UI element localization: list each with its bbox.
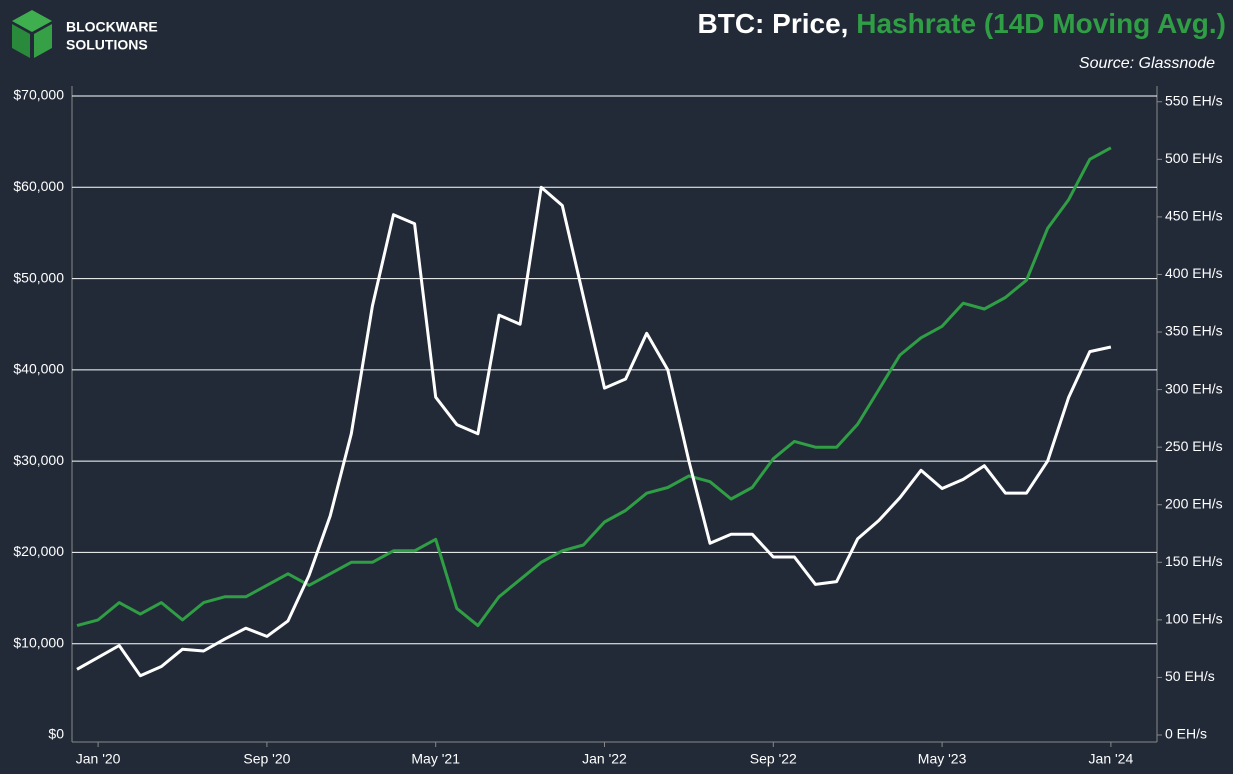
x-tick-label: Sep '20 xyxy=(243,751,290,767)
title-price: BTC: Price, xyxy=(698,8,849,39)
logo: BLOCKWARE SOLUTIONS xyxy=(12,10,158,58)
y2-tick-label: 100 EH/s xyxy=(1165,611,1223,627)
y2-tick-label: 550 EH/s xyxy=(1165,92,1223,108)
y-tick-label: $0 xyxy=(48,726,64,742)
series-line xyxy=(76,185,1112,678)
x-tick-label: Jan '24 xyxy=(1089,751,1134,767)
y-tick-label: $30,000 xyxy=(13,452,64,468)
series-line xyxy=(76,146,1112,628)
logo-cube-left xyxy=(12,24,30,58)
logo-cube-top xyxy=(12,10,52,32)
logo-text: SOLUTIONS xyxy=(66,37,148,53)
y2-tick-label: 200 EH/s xyxy=(1165,495,1223,511)
y2-tick-label: 500 EH/s xyxy=(1165,150,1223,166)
x-tick-label: May '21 xyxy=(411,751,460,767)
x-tick-label: May '23 xyxy=(918,751,967,767)
chart-title: BTC: Price, Hashrate (14D Moving Avg.) xyxy=(698,8,1227,39)
x-tick-label: Sep '22 xyxy=(750,751,797,767)
y2-tick-label: 50 EH/s xyxy=(1165,668,1215,684)
title-hashrate: Hashrate (14D Moving Avg.) xyxy=(856,8,1226,39)
y-tick-label: $60,000 xyxy=(13,178,64,194)
y2-tick-label: 300 EH/s xyxy=(1165,380,1223,396)
y2-tick-label: 0 EH/s xyxy=(1165,726,1207,742)
y-tick-label: $70,000 xyxy=(13,87,64,103)
x-tick-label: Jan '20 xyxy=(76,751,121,767)
y-tick-label: $20,000 xyxy=(13,543,64,559)
x-tick-label: Jan '22 xyxy=(582,751,627,767)
y2-tick-label: 350 EH/s xyxy=(1165,323,1223,339)
y2-tick-label: 450 EH/s xyxy=(1165,208,1223,224)
logo-cube-right xyxy=(34,24,52,58)
logo-text: BLOCKWARE xyxy=(66,19,158,35)
y2-tick-label: 250 EH/s xyxy=(1165,438,1223,454)
y2-tick-label: 150 EH/s xyxy=(1165,553,1223,569)
y-tick-label: $40,000 xyxy=(13,361,64,377)
chart-subtitle: Source: Glassnode xyxy=(1079,55,1215,72)
y-tick-label: $10,000 xyxy=(13,634,64,650)
y2-tick-label: 400 EH/s xyxy=(1165,265,1223,281)
y-tick-label: $50,000 xyxy=(13,269,64,285)
